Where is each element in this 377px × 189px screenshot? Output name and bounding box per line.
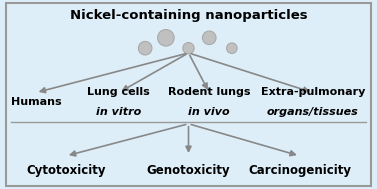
Text: organs/tissues: organs/tissues — [267, 107, 359, 117]
Ellipse shape — [158, 29, 174, 46]
Text: in vitro: in vitro — [96, 107, 141, 117]
Ellipse shape — [227, 43, 237, 53]
Text: Genotoxicity: Genotoxicity — [147, 164, 230, 177]
Ellipse shape — [202, 31, 216, 45]
Text: Cytotoxicity: Cytotoxicity — [26, 164, 106, 177]
Ellipse shape — [138, 41, 152, 55]
Text: Humans: Humans — [11, 97, 61, 107]
Text: Nickel-containing nanoparticles: Nickel-containing nanoparticles — [70, 9, 307, 22]
Text: in vivo: in vivo — [188, 107, 230, 117]
Text: Carcinogenicity: Carcinogenicity — [248, 164, 351, 177]
Ellipse shape — [183, 43, 194, 54]
Text: Lung cells: Lung cells — [87, 87, 150, 97]
Text: Extra-pulmonary: Extra-pulmonary — [261, 87, 365, 97]
Text: Rodent lungs: Rodent lungs — [168, 87, 250, 97]
